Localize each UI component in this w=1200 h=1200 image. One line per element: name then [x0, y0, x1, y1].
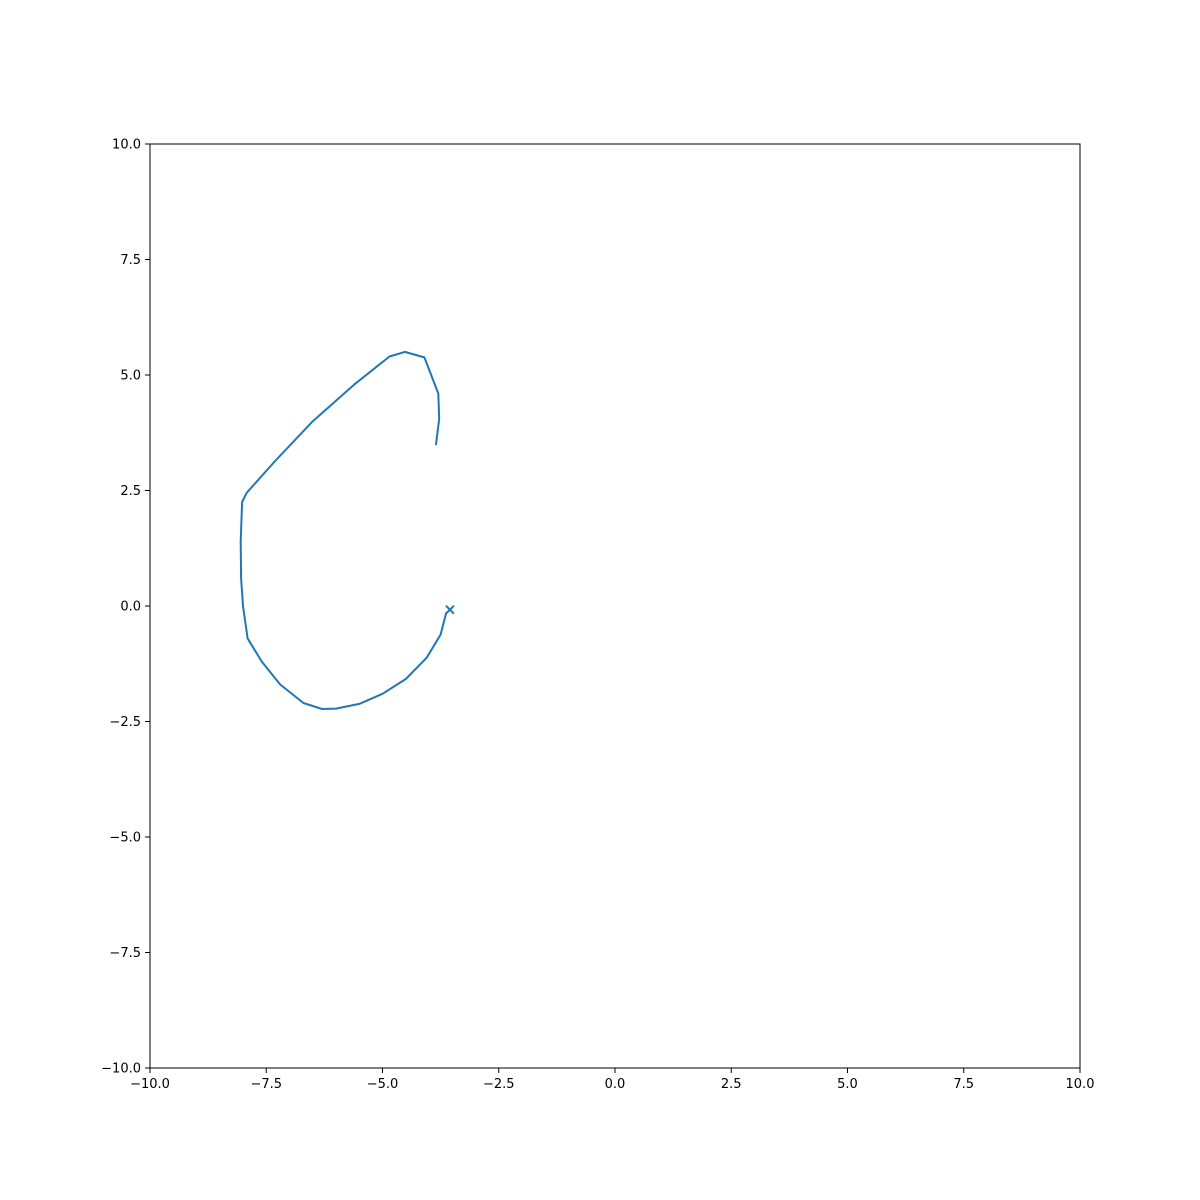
x-tick-label: 2.5	[721, 1077, 742, 1092]
y-tick-label: 5.0	[120, 369, 141, 384]
series-layer	[239, 350, 448, 710]
y-tick-label: −2.5	[109, 715, 141, 730]
x-tick-label: 0.0	[605, 1077, 626, 1092]
x-tick-label: 7.5	[953, 1077, 974, 1092]
y-tick-label: 2.5	[120, 484, 141, 499]
series-line	[239, 350, 448, 710]
y-axis-ticks: −10.0 −7.5 −5.0 −2.5 0.0 2.5 5.0 7.5 10.0	[101, 138, 150, 1077]
x-tick-label: 10.0	[1066, 1077, 1095, 1092]
marker-layer	[445, 604, 455, 615]
y-tick-label: −5.0	[109, 831, 141, 846]
y-tick-label: −7.5	[109, 946, 141, 961]
y-tick-label: 0.0	[120, 600, 141, 615]
x-tick-label: 5.0	[837, 1077, 858, 1092]
x-tick-label: −10.0	[130, 1077, 170, 1092]
y-tick-label: −10.0	[101, 1062, 141, 1077]
end-marker-x	[445, 604, 455, 615]
y-tick-label: 7.5	[120, 253, 141, 268]
x-tick-label: −2.5	[483, 1077, 515, 1092]
x-axis-ticks: −10.0 −7.5 −5.0 −2.5 0.0 2.5 5.0 7.5 10.0	[130, 1068, 1094, 1092]
x-tick-label: −5.0	[367, 1077, 399, 1092]
y-tick-label: 10.0	[112, 138, 141, 153]
x-tick-label: −7.5	[250, 1077, 282, 1092]
plot-area	[150, 144, 1080, 1068]
